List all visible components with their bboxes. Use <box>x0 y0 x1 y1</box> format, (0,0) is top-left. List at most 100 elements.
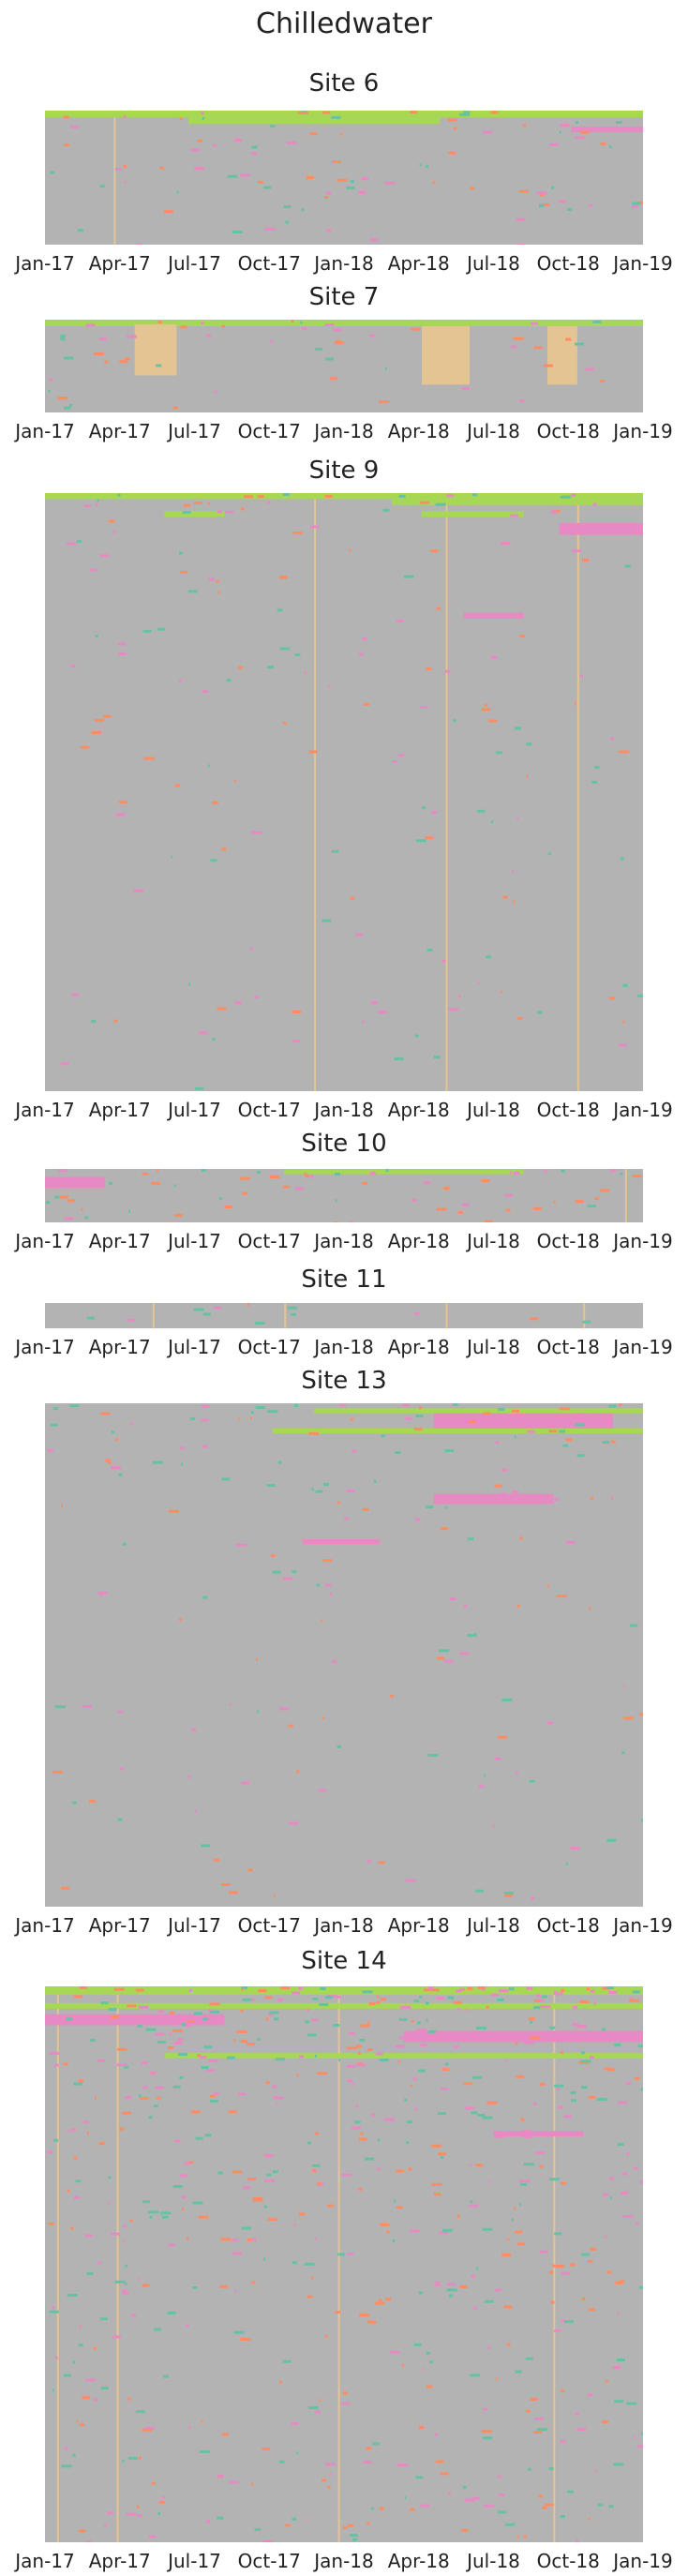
speckle <box>427 1753 439 1757</box>
speckle <box>251 1998 255 2001</box>
speckle <box>157 1169 159 1173</box>
speckle <box>589 1607 591 1610</box>
speckle <box>592 502 597 506</box>
speckle <box>368 2320 377 2324</box>
speckle <box>217 2474 224 2478</box>
x-tick-label: Jan-18 <box>314 1914 374 1937</box>
speckle <box>554 2232 562 2236</box>
speckle <box>472 2075 483 2079</box>
speckle <box>294 653 301 657</box>
speckle <box>467 1420 476 1424</box>
speckle <box>301 208 305 212</box>
speckle <box>60 337 66 341</box>
speckle <box>592 1989 595 1993</box>
speckle <box>335 2311 341 2314</box>
speckle <box>59 1195 69 1199</box>
speckle <box>142 2200 151 2204</box>
speckle <box>314 2132 319 2135</box>
x-tick-label: Jan-18 <box>314 1230 374 1252</box>
speckle <box>262 2447 271 2450</box>
speckle <box>332 1660 337 1664</box>
speckle <box>507 2238 510 2241</box>
speckle <box>602 1441 610 1445</box>
speckle <box>60 1505 63 1508</box>
speckle <box>416 2021 421 2025</box>
speckle <box>113 1019 118 1023</box>
speckle <box>277 608 283 612</box>
speckle <box>316 1583 321 1587</box>
speckle <box>566 2490 574 2494</box>
speckle <box>177 2038 184 2042</box>
speckle <box>108 519 115 523</box>
speckle <box>618 2101 628 2104</box>
speckle <box>54 1195 60 1199</box>
speckle <box>536 1994 542 1998</box>
speckle <box>93 2346 97 2350</box>
speckle <box>177 2053 187 2057</box>
speckle <box>426 2018 428 2022</box>
speckle <box>371 2113 376 2117</box>
speckle <box>333 2024 340 2028</box>
speckle <box>117 642 127 646</box>
band-green <box>188 117 441 125</box>
speckle <box>441 2068 450 2072</box>
speckle <box>191 1728 197 1731</box>
speckle <box>151 1181 161 1185</box>
speckle <box>556 2265 564 2269</box>
speckle <box>343 2526 348 2530</box>
speckle <box>628 1999 639 2002</box>
speckle <box>265 2081 270 2085</box>
speckle <box>307 2033 317 2037</box>
speckle <box>274 2017 279 2021</box>
speckle <box>575 2412 580 2416</box>
speckle <box>221 2433 229 2436</box>
speckle <box>331 849 339 853</box>
speckle <box>392 759 398 763</box>
speckle <box>548 2467 554 2471</box>
speckle <box>443 1659 454 1663</box>
speckle <box>570 2091 576 2095</box>
speckle <box>325 2463 337 2466</box>
speckle <box>432 181 436 185</box>
speckle <box>75 2179 82 2183</box>
speckle <box>85 323 96 327</box>
x-tick-label: Oct-18 <box>536 420 600 442</box>
speckle <box>206 334 212 337</box>
speckle <box>212 801 219 804</box>
speckle <box>606 1986 614 1990</box>
speckle <box>614 2400 624 2404</box>
speckle <box>142 2428 153 2432</box>
speckle <box>127 2397 131 2401</box>
speckle <box>355 2044 362 2048</box>
speckle <box>106 1458 109 1461</box>
speckle <box>510 514 519 517</box>
speckle <box>362 637 367 641</box>
speckle <box>188 1988 192 1992</box>
speckle <box>495 1441 500 1445</box>
speckle <box>289 1821 299 1825</box>
speckle <box>591 1497 594 1501</box>
speckle <box>426 1505 434 1509</box>
x-tick-label: Apr-18 <box>387 2550 450 2572</box>
x-tick-label: Jul-18 <box>467 2550 520 2572</box>
speckle <box>172 2185 183 2189</box>
x-tick-label: Jul-18 <box>467 1914 520 1937</box>
speckle <box>441 2155 444 2159</box>
speckle <box>427 1986 434 1990</box>
speckle <box>224 1206 233 1209</box>
speckle <box>242 1191 248 1195</box>
speckle <box>174 784 181 787</box>
speckle <box>579 674 583 678</box>
band-pink <box>433 1493 554 1505</box>
speckle <box>510 1171 513 1175</box>
speckle <box>411 1198 417 1202</box>
speckle <box>305 2020 310 2024</box>
speckle <box>423 1181 430 1185</box>
speckle <box>351 1449 357 1453</box>
speckle <box>453 2000 462 2004</box>
speckle <box>271 2085 277 2089</box>
x-tick-label: Apr-18 <box>387 1230 450 1252</box>
speckle <box>422 806 426 810</box>
speckle <box>532 1206 542 1210</box>
speckle <box>564 2030 575 2034</box>
